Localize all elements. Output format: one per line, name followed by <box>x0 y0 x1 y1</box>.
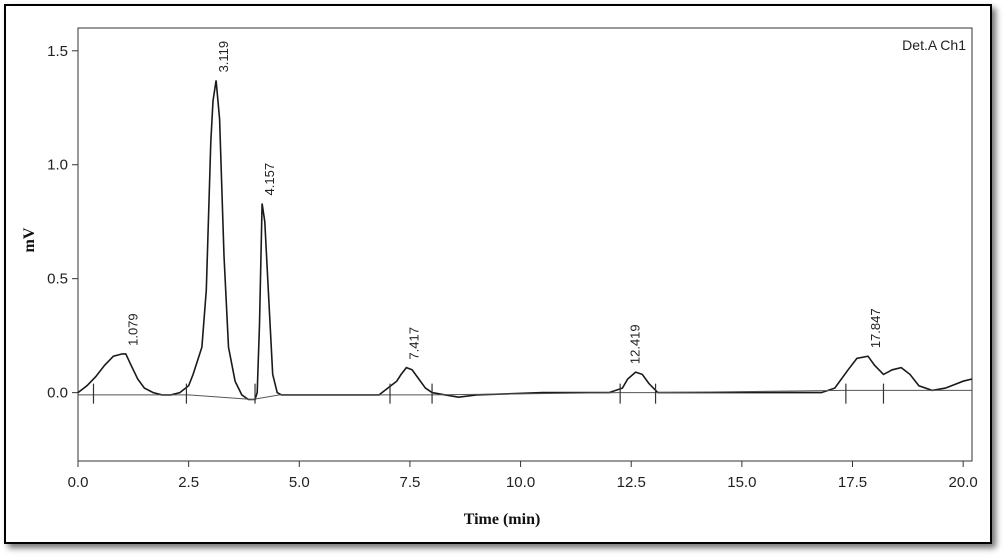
x-tick-label: 0.0 <box>68 474 89 491</box>
peak-label: 3.119 <box>216 41 231 73</box>
x-tick-label: 7.5 <box>400 474 421 491</box>
y-ticks: 0.0 0.5 1.0 1.5 <box>47 43 78 402</box>
peak-label: 1.079 <box>126 313 141 346</box>
x-tick-label: 2.5 <box>178 474 199 491</box>
x-tick-label: 15.0 <box>727 474 756 491</box>
y-axis-title: mV <box>21 227 38 252</box>
peak-label: 17.847 <box>868 308 883 348</box>
y-tick-label: 1.0 <box>47 157 68 174</box>
x-tick-label: 10.0 <box>506 474 535 491</box>
plot-area <box>77 27 973 462</box>
peak-label: 12.419 <box>628 324 643 364</box>
axes <box>77 27 973 462</box>
chart-frame <box>4 4 992 544</box>
peak-label: 7.417 <box>406 327 421 360</box>
series-group <box>77 80 973 401</box>
y-tick-label: 0.5 <box>47 271 68 288</box>
x-tick-label: 5.0 <box>289 474 310 491</box>
x-ticks: 0.0 2.5 5.0 7.5 10.0 12.5 15.0 17.5 20.0 <box>68 461 978 491</box>
baseline-trace <box>78 389 972 401</box>
x-tick-label: 17.5 <box>838 474 867 491</box>
peak-label: 4.157 <box>262 163 277 196</box>
legend-label: Det.A Ch1 <box>902 37 966 53</box>
peak-annotations: 1.079 3.119 4.157 7.417 12.419 17.847 <box>126 41 883 364</box>
y-tick-label: 0.0 <box>47 385 68 402</box>
integration-markers <box>92 383 885 404</box>
x-axis-title: Time (min) <box>464 511 541 528</box>
signal-trace <box>77 80 973 401</box>
x-tick-label: 20.0 <box>949 474 978 491</box>
x-tick-label: 12.5 <box>617 474 646 491</box>
y-tick-label: 1.5 <box>47 43 68 60</box>
